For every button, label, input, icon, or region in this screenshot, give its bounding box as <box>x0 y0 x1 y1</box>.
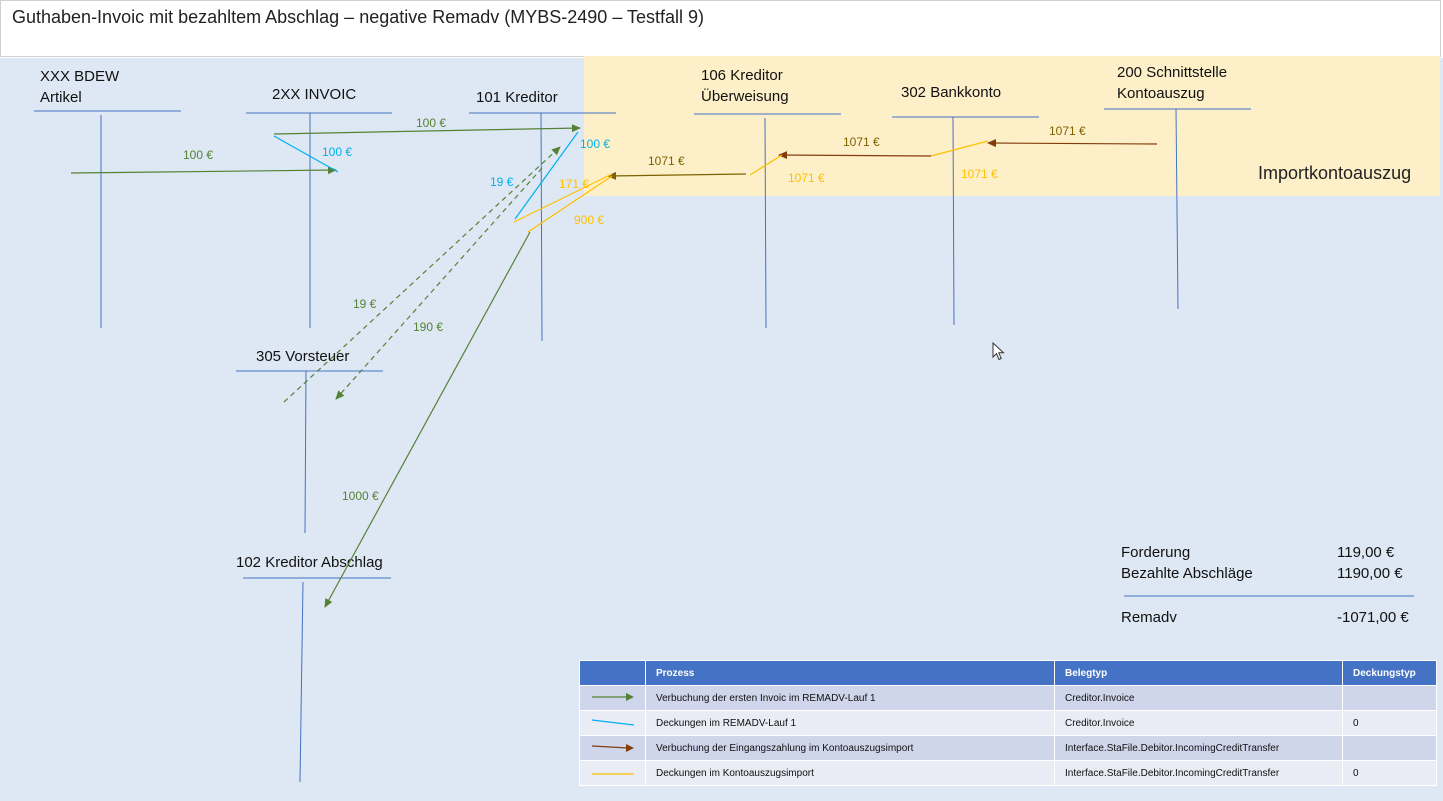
legend-header-line <box>579 660 646 686</box>
legend-deckungstyp <box>1342 685 1437 711</box>
amount-orange-900: 900 € <box>574 213 604 227</box>
amount-blue-100-invoic: 100 € <box>322 145 352 159</box>
brown-arrow-schnittstelle-to-bank <box>987 139 1158 148</box>
amount-blue-100-kreditor: 100 € <box>580 137 610 151</box>
legend-prozess: Deckungen im Kontoauszugsimport <box>645 760 1055 786</box>
orange-line-bank302 <box>930 140 989 157</box>
t-account-vorsteuer305 <box>236 370 383 534</box>
amount-brown-1071-kreditor106: 1071 € <box>648 154 685 168</box>
import-zone <box>584 56 1440 196</box>
legend-header-row: Prozess Belegtyp Deckungstyp <box>579 660 1437 686</box>
legend-deckungstyp: 0 <box>1342 710 1437 736</box>
legend-header-prozess: Prozess <box>645 660 1055 686</box>
summary-forderung-label: Forderung <box>1121 544 1191 561</box>
legend-swatch-brown-arrow <box>579 735 646 761</box>
amount-green-190: 190 € <box>413 320 443 334</box>
brown-arrow-bank-to-kreditor106 <box>778 151 932 160</box>
t-account-bank302 <box>892 116 1039 326</box>
account-kreditor101-label: 101 Kreditor <box>476 89 558 106</box>
blue-line-invoic <box>273 135 339 173</box>
legend-belegtyp: Creditor.Invoice <box>1054 710 1343 736</box>
t-account-kreditor101 <box>469 112 616 342</box>
account-invoic-label: 2XX INVOIC <box>272 86 357 103</box>
legend-deckungstyp <box>1342 735 1437 761</box>
green-arrow-invoic-to-kreditor101 <box>273 124 581 135</box>
account-kreditor106-label: 106 Kreditor Überweisung <box>701 67 789 105</box>
amount-blue-19: 19 € <box>490 175 514 189</box>
summary-abschlaege-label: Bezahlte Abschläge <box>1121 565 1253 582</box>
amount-green-100-left: 100 € <box>183 148 213 162</box>
orange-line-kreditor101-900 <box>527 175 613 233</box>
t-account-schnittstelle200 <box>1104 108 1251 310</box>
orange-line-kreditor106 <box>749 154 783 176</box>
legend-deckungstyp: 0 <box>1342 760 1437 786</box>
green-dashed-kreditor101-to-vorsteuer <box>335 167 543 400</box>
summary-abschlaege-value: 1190,00 € <box>1337 565 1403 582</box>
summary-remadv-value: -1071,00 € <box>1337 609 1409 626</box>
summary-forderung-value: 119,00 € <box>1337 544 1395 561</box>
legend-swatch-green-arrow <box>579 685 646 711</box>
account-bdew-label: XXX BDEW Artikel <box>40 68 120 106</box>
legend-row: Deckungen im REMADV-Lauf 1 Creditor.Invo… <box>579 710 1437 736</box>
t-account-bdew <box>34 110 181 328</box>
amount-orange-171: 171 € <box>559 177 589 191</box>
t-account-kreditor106 <box>694 113 841 329</box>
legend-swatch-blue-line <box>579 710 646 736</box>
account-schnittstelle200-label: 200 Schnittstelle Kontoauszug <box>1117 64 1228 102</box>
account-abschlag102-label: 102 Kreditor Abschlag <box>236 554 383 571</box>
legend-row: Verbuchung der ersten Invoic im REMADV-L… <box>579 685 1437 711</box>
account-vorsteuer305-label: 305 Vorsteuer <box>256 348 350 365</box>
legend-row: Deckungen im Kontoauszugsimport Interfac… <box>579 760 1437 786</box>
import-zone-label: Importkontoauszug <box>1258 163 1412 183</box>
brown-arrow-kreditor106-to-kreditor101 <box>607 171 747 180</box>
amount-green-1000: 1000 € <box>342 489 379 503</box>
legend-prozess: Verbuchung der Eingangszahlung im Kontoa… <box>645 735 1055 761</box>
amount-orange-1071-kreditor106: 1071 € <box>788 171 825 185</box>
green-dashed-vorsteuer-to-kreditor101 <box>283 146 561 403</box>
legend-row: Verbuchung der Eingangszahlung im Kontoa… <box>579 735 1437 761</box>
legend-header-deckungstyp: Deckungstyp <box>1342 660 1437 686</box>
amount-brown-1071-bank: 1071 € <box>843 135 880 149</box>
amount-orange-1071-bank: 1071 € <box>961 167 998 181</box>
amount-brown-1071-schnittstelle: 1071 € <box>1049 124 1086 138</box>
title-bar: Guthaben-Invoic mit bezahltem Abschlag –… <box>0 0 1441 57</box>
blue-line-kreditor101 <box>514 131 579 220</box>
amount-green-19: 19 € <box>353 297 377 311</box>
t-account-invoic <box>246 112 392 328</box>
legend-prozess: Deckungen im REMADV-Lauf 1 <box>645 710 1055 736</box>
account-bank302-label: 302 Bankkonto <box>901 84 1002 101</box>
legend-prozess: Verbuchung der ersten Invoic im REMADV-L… <box>645 685 1055 711</box>
legend-table: Prozess Belegtyp Deckungstyp Verbuchung … <box>579 660 1437 786</box>
orange-line-kreditor101-171 <box>513 173 613 223</box>
legend-belegtyp: Interface.StaFile.Debitor.IncomingCredit… <box>1054 735 1343 761</box>
mouse-cursor-icon <box>992 342 1005 361</box>
legend-belegtyp: Creditor.Invoice <box>1054 685 1343 711</box>
legend-header-belegtyp: Belegtyp <box>1054 660 1343 686</box>
legend-swatch-orange-line <box>579 760 646 786</box>
green-arrow-bdew-to-invoic <box>70 166 337 175</box>
legend-belegtyp: Interface.StaFile.Debitor.IncomingCredit… <box>1054 760 1343 786</box>
summary-remadv-label: Remadv <box>1121 609 1177 626</box>
green-arrow-abschlag-to-kreditor101 <box>324 231 531 608</box>
amount-green-100-top: 100 € <box>416 116 446 130</box>
page-title: Guthaben-Invoic mit bezahltem Abschlag –… <box>12 7 705 27</box>
t-account-abschlag102 <box>243 577 391 783</box>
